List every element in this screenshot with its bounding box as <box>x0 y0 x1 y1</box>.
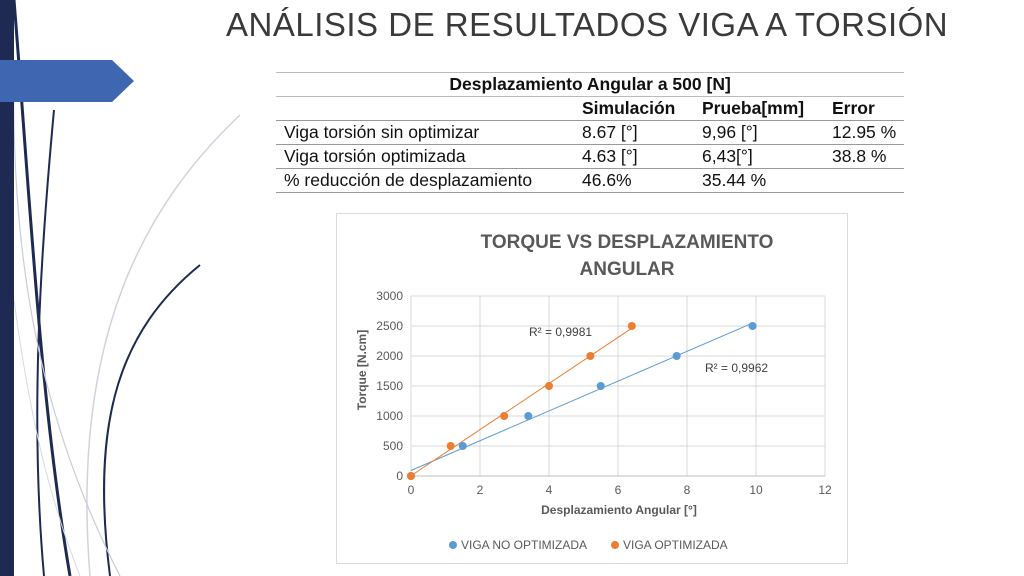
chart-title-line2: ANGULAR <box>580 259 675 280</box>
data-point <box>407 472 415 480</box>
x-tick-label: 6 <box>615 483 622 497</box>
data-point <box>545 382 553 390</box>
table-cell: 46.6% <box>574 168 694 193</box>
x-tick-label: 10 <box>749 483 763 497</box>
table-cell: 35.44 % <box>694 168 824 193</box>
trendline-no-optimizada <box>410 322 753 471</box>
x-tick-label: 4 <box>546 483 553 497</box>
table-row: Viga torsión sin optimizar 8.67 [°] 9,96… <box>276 120 905 145</box>
x-axis-label: Desplazamiento Angular [°] <box>541 503 697 517</box>
legend-marker <box>611 541 619 549</box>
data-point <box>672 352 681 360</box>
data-point <box>627 322 636 330</box>
x-tick-label: 12 <box>818 483 832 497</box>
data-point <box>500 412 509 420</box>
y-tick-label: 3000 <box>376 289 403 303</box>
table-cell: Viga torsión sin optimizar <box>276 120 574 145</box>
x-tick-label: 0 <box>408 483 415 497</box>
table-row: % reducción de desplazamiento 46.6% 35.4… <box>276 168 905 193</box>
x-tick-label: 8 <box>684 483 691 497</box>
table-cell: 38.8 % <box>824 144 905 169</box>
data-point <box>458 442 467 450</box>
table-cell: 6,43[°] <box>694 144 824 169</box>
table-cell: 4.63 [°] <box>574 144 694 169</box>
chart-frame: TORQUE VS DESPLAZAMIENTO ANGULAR 0 500 100… <box>336 213 848 564</box>
chart-title-line1: TORQUE VS DESPLAZAMIENTO <box>481 232 774 253</box>
table-cell: 8.67 [°] <box>574 120 694 145</box>
table-header: Error <box>824 96 905 121</box>
table-cell: Viga torsión optimizada <box>276 144 574 169</box>
trendline-optimizada <box>410 327 633 477</box>
legend-label: VIGA NO OPTIMIZADA <box>461 538 587 552</box>
legend-marker <box>449 541 457 549</box>
table-header: Prueba[mm] <box>694 96 824 121</box>
table-cell: 9,96 [°] <box>694 120 824 145</box>
y-axis-label: Torque [N.cm] <box>355 330 369 410</box>
data-point <box>446 442 455 450</box>
slide-title: ANÁLISIS DE RESULTADOS VIGA A TORSIÓN <box>226 6 949 43</box>
left-accent-bar <box>0 0 14 576</box>
table-header: Simulación <box>574 96 694 121</box>
y-tick-label: 1500 <box>376 379 403 393</box>
y-tick-label: 500 <box>383 439 403 453</box>
data-point <box>748 322 757 330</box>
data-point <box>586 352 595 360</box>
decorative-curves <box>12 0 241 576</box>
table-header-row: Simulación Prueba[mm] Error <box>276 96 905 121</box>
legend-label: VIGA OPTIMIZADA <box>623 538 728 552</box>
y-tick-label: 1000 <box>376 409 403 423</box>
r2-label: R² = 0,9962 <box>705 361 768 375</box>
data-point <box>596 382 605 390</box>
table-cell <box>824 168 905 193</box>
arrow-banner-icon <box>0 60 134 102</box>
results-table: Desplazamiento Angular a 500 [N] Simulac… <box>276 72 905 193</box>
table-row: Viga torsión optimizada 4.63 [°] 6,43[°]… <box>276 144 905 169</box>
data-point <box>524 412 533 420</box>
r2-label: R² = 0,9981 <box>529 325 592 339</box>
table-caption: Desplazamiento Angular a 500 [N] <box>276 72 905 97</box>
y-tick-label: 2500 <box>376 319 403 333</box>
table-header <box>276 96 574 121</box>
y-tick-label: 2000 <box>376 349 403 363</box>
y-tick-label: 0 <box>396 469 403 483</box>
x-tick-label: 2 <box>477 483 484 497</box>
scatter-chart: TORQUE VS DESPLAZAMIENTO ANGULAR 0500100… <box>355 232 832 552</box>
table-cell: 12.95 % <box>824 120 905 145</box>
table-cell: % reducción de desplazamiento <box>276 168 574 193</box>
